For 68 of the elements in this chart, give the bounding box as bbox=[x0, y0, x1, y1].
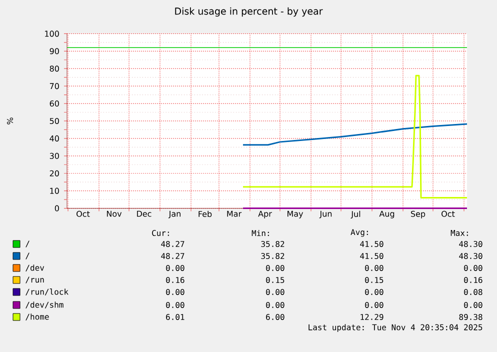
text: 0.00 bbox=[365, 288, 384, 296]
text: Cur: bbox=[152, 230, 169, 236]
y-tick-label: 0 bbox=[54, 205, 59, 212]
y-tick-label: 80 bbox=[50, 66, 59, 72]
x-tick-label: Jan bbox=[168, 210, 180, 218]
x-tick-label: Apr bbox=[258, 210, 272, 218]
line-series bbox=[242, 123, 468, 146]
text: 0.15 bbox=[365, 276, 384, 284]
text: 0.00 bbox=[464, 264, 482, 272]
text: 0.00 bbox=[266, 264, 284, 272]
text: 0.08 bbox=[464, 288, 482, 296]
legend-label: /home bbox=[26, 314, 49, 320]
text: 0.00 bbox=[166, 302, 184, 308]
text: 48.27 bbox=[161, 252, 184, 260]
y-axis-title: % bbox=[6, 118, 14, 124]
x-tick-label: Sep bbox=[410, 210, 426, 218]
text: 48.30 bbox=[459, 240, 482, 248]
legend-label: / bbox=[26, 252, 30, 260]
y-tick-label: 10 bbox=[50, 188, 59, 194]
y-tick-label: 30 bbox=[50, 152, 59, 159]
x-tick-label: Aug bbox=[379, 210, 394, 218]
text: 0.00 bbox=[166, 288, 184, 296]
text: 0.00 bbox=[464, 302, 482, 308]
text: 0.00 bbox=[266, 288, 284, 296]
text: Avg: bbox=[350, 229, 368, 237]
text: 6.01 bbox=[166, 314, 184, 320]
text: 89.38 bbox=[459, 314, 482, 320]
y-tick-label: 50 bbox=[50, 118, 59, 124]
text: Last update: Tue Nov 4 20:35:04 2025 bbox=[308, 324, 482, 332]
x-tick-label: Oct bbox=[76, 210, 90, 217]
x-tick-label: Oct bbox=[442, 210, 455, 217]
x-tick-label: Jul bbox=[350, 210, 360, 218]
text: 0.00 bbox=[166, 264, 184, 272]
y-tick-label: 60 bbox=[50, 100, 59, 107]
legend-label: /dev/shm bbox=[26, 302, 64, 308]
text: 41.50 bbox=[360, 240, 384, 248]
text: 35.82 bbox=[261, 240, 284, 248]
text: 48.27 bbox=[161, 240, 184, 248]
x-tick-label: Jun bbox=[319, 210, 332, 218]
y-tick-label: 40 bbox=[50, 135, 59, 142]
text: 48.30 bbox=[459, 252, 482, 260]
y-tick-label: 90 bbox=[50, 48, 59, 54]
y-tick-label: 70 bbox=[50, 83, 59, 90]
text: 0.16 bbox=[166, 276, 184, 284]
chart-title: Disk usage in percent - by year bbox=[175, 7, 323, 17]
x-tick-label: Dec bbox=[137, 210, 152, 217]
x-tick-label: May bbox=[288, 210, 304, 218]
text: Min: bbox=[252, 230, 269, 236]
text: 35.82 bbox=[261, 252, 284, 260]
text: 0.16 bbox=[464, 276, 482, 284]
text: 41.50 bbox=[360, 252, 384, 260]
text: 0.00 bbox=[266, 302, 284, 308]
text: 0.15 bbox=[266, 276, 284, 284]
text: 6.00 bbox=[266, 314, 284, 320]
x-tick-label: Nov bbox=[106, 210, 122, 217]
legend-label: / bbox=[26, 240, 30, 248]
text: Max: bbox=[450, 230, 468, 236]
text: 12.29 bbox=[360, 314, 384, 320]
legend-label: /run bbox=[26, 276, 44, 284]
text: 0.00 bbox=[365, 302, 384, 308]
y-tick-label: 20 bbox=[50, 170, 59, 176]
legend-label: /dev bbox=[26, 264, 44, 272]
line-series bbox=[242, 74, 468, 199]
x-tick-label: Feb bbox=[198, 210, 212, 218]
y-tick-label: 100 bbox=[45, 30, 59, 37]
x-tick-label: Mar bbox=[227, 210, 242, 217]
legend-label: /run/lock bbox=[26, 288, 68, 296]
text: 0.00 bbox=[365, 264, 384, 272]
